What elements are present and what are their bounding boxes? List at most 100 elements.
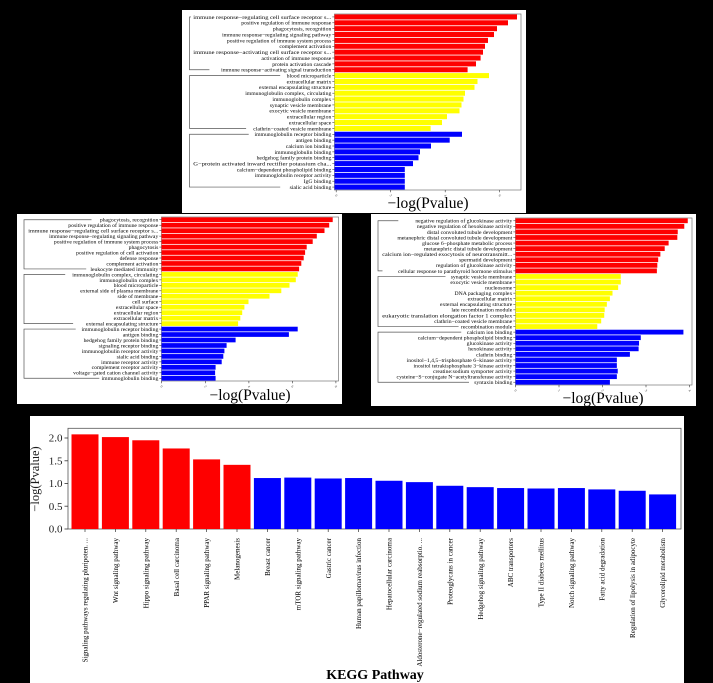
svg-text:3: 3	[644, 388, 648, 392]
svg-text:2: 2	[600, 388, 604, 392]
svg-text:Melanogenesis: Melanogenesis	[234, 538, 242, 580]
svg-text:extracellular matrix: extracellular matrix	[468, 297, 513, 303]
svg-text:side of membrane: side of membrane	[118, 293, 159, 300]
svg-text:0.0: 0.0	[49, 524, 63, 536]
svg-text:blood microparticle: blood microparticle	[114, 283, 159, 289]
svg-text:clathrin−coated vesicle membra: clathrin−coated vesicle membrane	[434, 319, 513, 325]
svg-text:Notch signaling pathway: Notch signaling pathway	[568, 538, 576, 608]
svg-text:activation of immune response: activation of immune response	[261, 55, 331, 62]
svg-text:immune response−regulating cel: immune response−regulating cell surface …	[193, 14, 332, 21]
svg-text:8: 8	[334, 384, 338, 388]
svg-text:hedgehog family protein bindin: hedgehog family protein binding	[257, 155, 332, 162]
svg-text:2: 2	[203, 384, 207, 388]
svg-text:complement receptor activity: complement receptor activity	[92, 365, 159, 371]
svg-text:immune response−activating sig: immune response−activating signal transd…	[221, 68, 331, 74]
svg-text:PPAR signaling pathway: PPAR signaling pathway	[203, 538, 211, 608]
svg-text:calcium ion binding: calcium ion binding	[467, 330, 513, 336]
svg-text:2: 2	[389, 193, 393, 197]
svg-text:inositol tetrakisphosphate 3−k: inositol tetrakisphosphate 3−kinase acti…	[414, 363, 513, 369]
svg-text:syntaxin binding: syntaxin binding	[474, 380, 512, 386]
svg-text:Aldosterone−regulated sodium r: Aldosterone−regulated sodium reabsorptio…	[416, 538, 424, 667]
svg-text:0: 0	[513, 388, 517, 392]
svg-text:Glycerolipid metabolism: Glycerolipid metabolism	[659, 537, 667, 607]
svg-text:6: 6	[498, 193, 502, 197]
svg-text:external encapsulating structu: external encapsulating structure	[86, 321, 159, 327]
svg-text:DNA packaging complex: DNA packaging complex	[454, 291, 512, 297]
svg-text:calcium−dependent phospholipid: calcium−dependent phospholipid binding	[418, 336, 513, 342]
svg-text:mTOR signaling pathway: mTOR signaling pathway	[294, 538, 302, 611]
svg-text:1: 1	[557, 388, 561, 392]
svg-text:negative regulation of glucoki: negative regulation of glucokinase activ…	[415, 218, 512, 225]
svg-text:−log(Pvalue): −log(Pvalue)	[30, 446, 42, 511]
svg-text:immunoglobulin receptor activi: immunoglobulin receptor activity	[255, 173, 332, 179]
svg-text:Proteoglycans in cancer: Proteoglycans in cancer	[446, 537, 454, 605]
svg-text:cell surface: cell surface	[132, 299, 159, 306]
svg-text:positive regulation of immune: positive regulation of immune system pro…	[227, 37, 332, 44]
svg-text:Basal cell carcinoma: Basal cell carcinoma	[173, 537, 181, 596]
svg-text:exocytic vesicle membrane: exocytic vesicle membrane	[450, 280, 512, 286]
svg-text:positive regulation of immune: positive regulation of immune system pro…	[54, 238, 159, 245]
svg-text:Fatty acid degradation: Fatty acid degradation	[598, 538, 606, 601]
svg-text:immune response−activating cel: immune response−activating cell surface …	[193, 49, 332, 56]
svg-text:eukaryotic translation elongat: eukaryotic translation elongation factor…	[382, 312, 512, 319]
svg-text:immune response−regulating sig: immune response−regulating signaling pat…	[49, 234, 158, 240]
svg-text:0.5: 0.5	[49, 501, 63, 513]
svg-text:antigen binding: antigen binding	[123, 332, 159, 338]
svg-text:external encapsulating structu: external encapsulating structure	[259, 85, 332, 91]
svg-text:immunoglobulin complex, circul: immunoglobulin complex, circulating	[245, 91, 331, 97]
svg-text:immunoglobulin complex: immunoglobulin complex	[99, 278, 158, 284]
svg-text:nucleosome: nucleosome	[485, 285, 513, 291]
svg-text:1.0: 1.0	[49, 478, 63, 490]
svg-text:extracellular space: extracellular space	[116, 305, 159, 311]
svg-text:complement activation: complement activation	[279, 44, 331, 50]
svg-text:defense response: defense response	[120, 255, 159, 262]
svg-text:0: 0	[159, 384, 163, 388]
svg-text:1.5: 1.5	[49, 455, 63, 467]
svg-text:regulation of glucokinase acti: regulation of glucokinase activity	[436, 262, 512, 269]
svg-text:leukocyte mediated immunity: leukocyte mediated immunity	[90, 267, 158, 273]
svg-text:IgG binding: IgG binding	[304, 179, 332, 185]
svg-text:immunoglobulin binding: immunoglobulin binding	[102, 376, 159, 382]
svg-text:4: 4	[687, 388, 691, 392]
svg-text:distal convoluted tubule devel: distal convoluted tubule development	[427, 230, 513, 236]
svg-text:extracellular matrix: extracellular matrix	[287, 79, 332, 85]
svg-text:extracellular matrix: extracellular matrix	[114, 316, 159, 322]
svg-text:6: 6	[290, 384, 294, 388]
svg-text:recombination module: recombination module	[461, 324, 513, 330]
svg-text:4: 4	[247, 384, 251, 388]
svg-text:2.0: 2.0	[49, 433, 63, 445]
svg-text:negative regulation of hexokin: negative regulation of hexokinase activi…	[417, 223, 513, 230]
svg-text:Type II diabetes mellitus: Type II diabetes mellitus	[538, 538, 546, 608]
svg-text:sialic acid binding: sialic acid binding	[290, 185, 332, 191]
svg-text:extracellular region: extracellular region	[287, 115, 332, 121]
svg-text:calcium ion binding: calcium ion binding	[286, 144, 332, 150]
svg-text:Breast cancer: Breast cancer	[264, 537, 272, 576]
svg-text:voltage−gated cation channel a: voltage−gated cation channel activity	[73, 371, 158, 377]
svg-text:−log(Pvalue): −log(Pvalue)	[562, 390, 643, 406]
svg-text:KEGG Pathway: KEGG Pathway	[326, 668, 424, 683]
svg-text:sialic acid binding: sialic acid binding	[117, 354, 159, 360]
svg-text:cellular response to parathyro: cellular response to parathyroid hormone…	[398, 269, 513, 275]
svg-text:synaptic vesicle membrane: synaptic vesicle membrane	[270, 103, 332, 109]
svg-text:extracellular region: extracellular region	[114, 311, 159, 317]
svg-text:external encapsulating structu: external encapsulating structure	[440, 302, 513, 308]
svg-text:immune receptor activity: immune receptor activity	[101, 360, 158, 366]
svg-text:antigen binding: antigen binding	[296, 138, 332, 144]
svg-text:hedgehog family protein bindin: hedgehog family protein binding	[84, 337, 159, 344]
svg-text:positive regulation of immune: positive regulation of immune response	[241, 20, 332, 27]
svg-text:positive regulation of cell ac: positive regulation of cell activation	[76, 249, 158, 256]
svg-text:metanephric distal convoluted: metanephric distal convoluted tubule dev…	[397, 235, 512, 241]
svg-text:immunoglobulin complex, circul: immunoglobulin complex, circulating	[72, 272, 158, 278]
svg-text:glucokinase activity: glucokinase activity	[467, 341, 513, 347]
svg-text:phagocytosis, recognition: phagocytosis, recognition	[273, 27, 332, 33]
svg-text:−log(Pvalue): −log(Pvalue)	[209, 387, 290, 404]
svg-text:clathrin−coated vesicle membra: clathrin−coated vesicle membrane	[253, 126, 332, 132]
svg-text:phagocytosis, recognition: phagocytosis, recognition	[100, 218, 159, 224]
svg-text:calcium−dependent phospholipid: calcium−dependent phospholipid binding	[237, 167, 332, 173]
svg-text:clathrin binding: clathrin binding	[476, 352, 512, 358]
svg-text:signaling receptor binding: signaling receptor binding	[99, 343, 159, 349]
svg-text:Hepatocellular carcinoma: Hepatocellular carcinoma	[386, 537, 394, 610]
svg-text:immune response−regulating cel: immune response−regulating cell surface …	[28, 228, 159, 235]
svg-text:cysteine−S−conjugate N−acetylt: cysteine−S−conjugate N−acetyltransferase…	[397, 374, 513, 381]
svg-text:immunoglobulin receptor bindin: immunoglobulin receptor binding	[82, 327, 159, 333]
